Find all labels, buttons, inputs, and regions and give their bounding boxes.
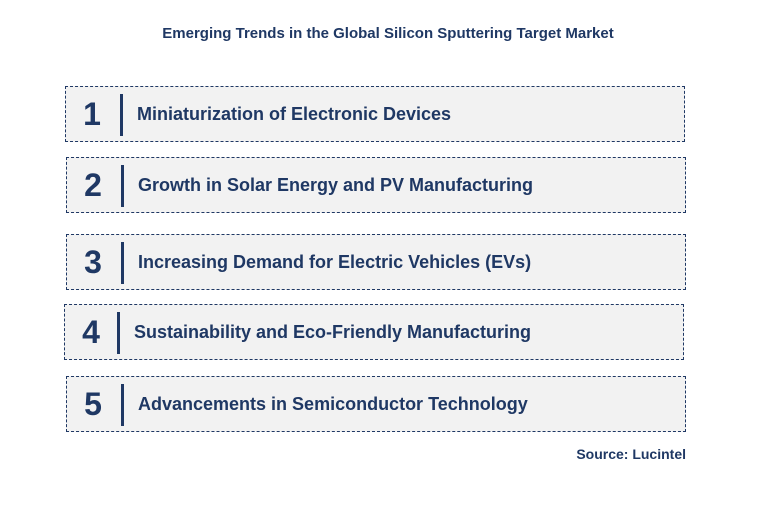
- trend-item-2: 2 Growth in Solar Energy and PV Manufact…: [66, 157, 686, 213]
- source-credit: Source: Lucintel: [576, 446, 686, 462]
- page-title: Emerging Trends in the Global Silicon Sp…: [162, 25, 614, 42]
- trend-label: Advancements in Semiconductor Technology: [138, 393, 528, 414]
- trend-item-1: 1 Miniaturization of Electronic Devices: [65, 86, 685, 142]
- trend-number: 1: [83, 95, 101, 132]
- trend-item-3: 3 Increasing Demand for Electric Vehicle…: [66, 234, 686, 290]
- trend-item-5: 5 Advancements in Semiconductor Technolo…: [66, 376, 686, 432]
- trend-label: Sustainability and Eco-Friendly Manufact…: [134, 321, 532, 342]
- divider: [117, 312, 120, 354]
- trend-number: 2: [84, 166, 102, 203]
- trend-label: Miniaturization of Electronic Devices: [137, 103, 452, 124]
- trend-number: 3: [84, 243, 102, 280]
- trend-label: Increasing Demand for Electric Vehicles …: [138, 251, 532, 272]
- divider: [120, 94, 123, 136]
- trend-number: 5: [84, 385, 102, 422]
- divider: [121, 165, 124, 207]
- trend-label: Growth in Solar Energy and PV Manufactur…: [138, 174, 534, 195]
- trend-number: 4: [82, 313, 100, 350]
- divider: [121, 384, 124, 426]
- trend-item-4: 4 Sustainability and Eco-Friendly Manufa…: [64, 304, 684, 360]
- divider: [121, 242, 124, 284]
